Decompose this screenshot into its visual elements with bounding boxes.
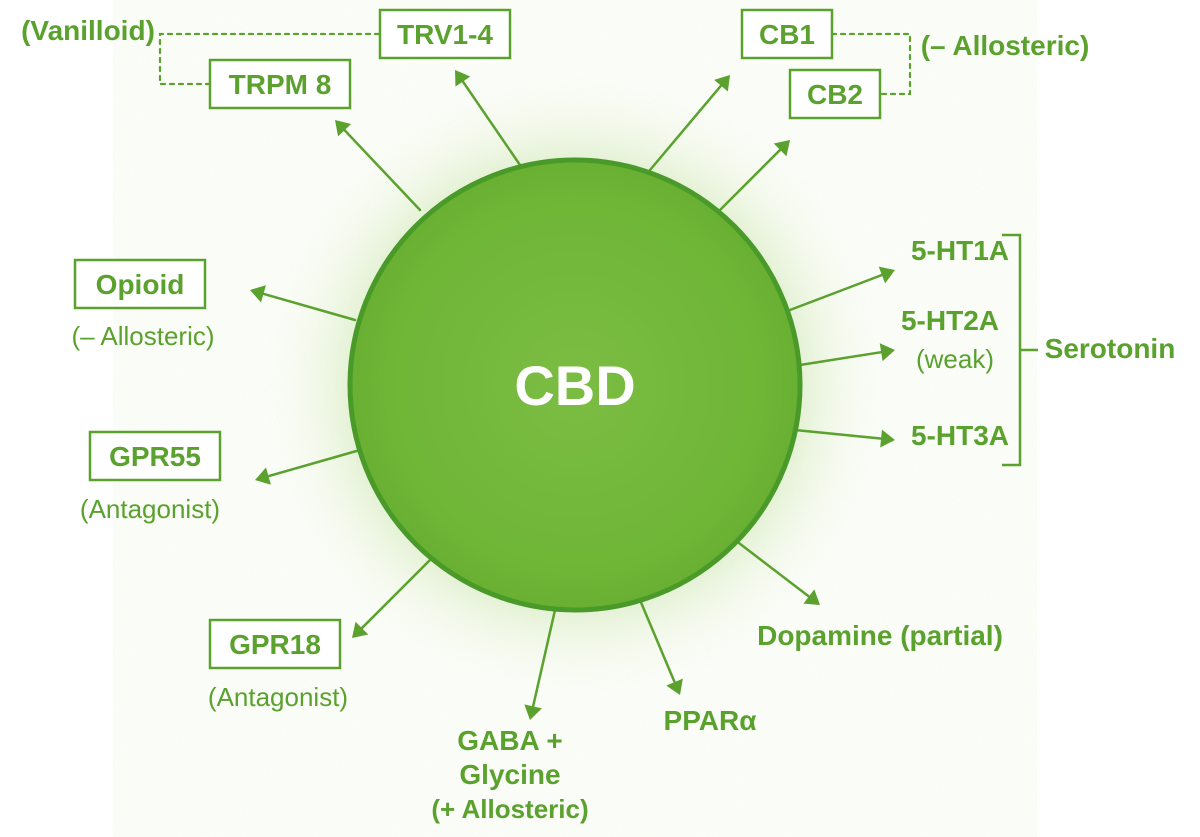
ht2a-sublabel: (weak) <box>916 344 994 374</box>
ht3a-label: 5-HT3A <box>911 420 1009 451</box>
trv14-label: TRV1-4 <box>397 19 493 50</box>
gpr18-sublabel: (Antagonist) <box>208 682 348 712</box>
opioid-label: Opioid <box>96 269 185 300</box>
ht1a-label: 5-HT1A <box>911 235 1009 266</box>
center-label: CBD <box>514 354 635 417</box>
gpr55-label: GPR55 <box>109 441 201 472</box>
cb2-label: CB2 <box>807 79 863 110</box>
opioid-sublabel: (– Allosteric) <box>71 321 214 351</box>
cb1-label: CB1 <box>759 19 815 50</box>
dopamine-label: Dopamine (partial) <box>757 620 1003 651</box>
ppar-label: PPARα <box>664 705 757 736</box>
gpr55-sublabel: (Antagonist) <box>80 494 220 524</box>
gaba-line2: (+ Allosteric) <box>431 794 588 824</box>
cbd-receptor-diagram: CBD TRV1-4 TRPM 8 (Vanilloid) CB1 CB2 (– Allo… <box>0 0 1200 837</box>
trpm8-label: TRPM 8 <box>229 69 332 100</box>
vanilloid_group-label: (Vanilloid) <box>21 15 155 46</box>
gaba-line0: GABA + <box>457 725 563 756</box>
cb_group-label: (– Allosteric) <box>921 30 1090 61</box>
gpr18-label: GPR18 <box>229 629 321 660</box>
serotonin_group-label: Serotonin <box>1045 333 1176 364</box>
ht2a-label: 5-HT2A <box>901 305 999 336</box>
gaba-line1: Glycine <box>459 759 560 790</box>
